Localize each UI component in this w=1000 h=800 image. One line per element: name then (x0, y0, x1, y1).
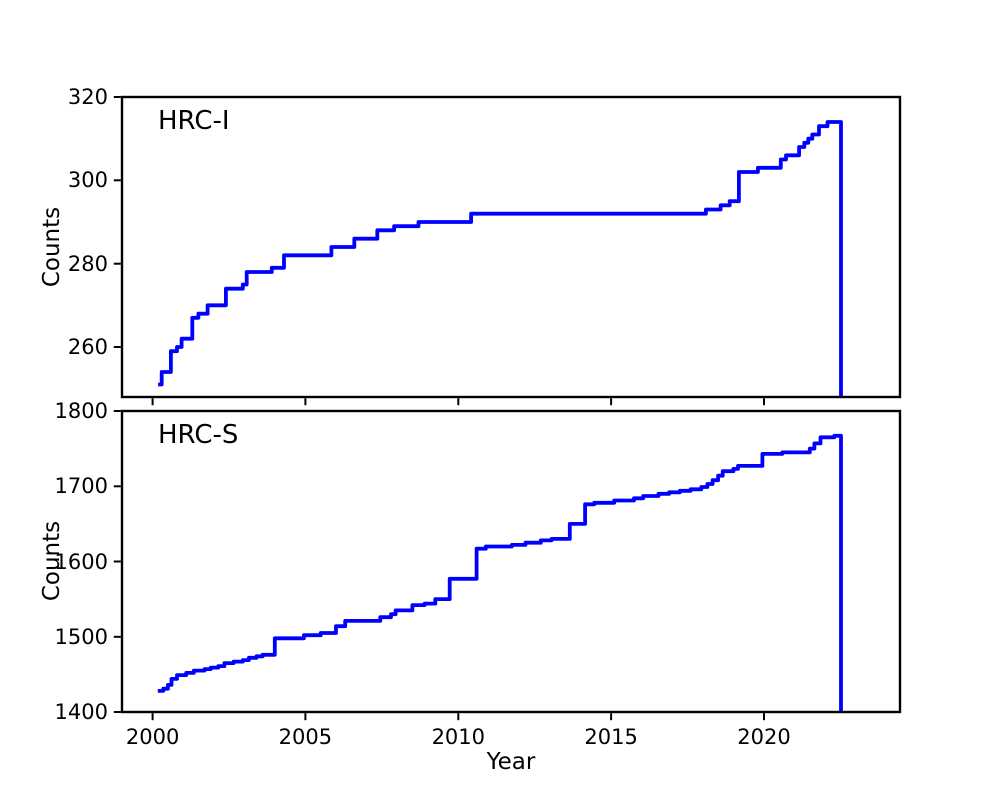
x-tick-label: 2010 (431, 725, 486, 749)
x-tick-label: 2020 (737, 725, 791, 749)
y-tick-label: 1400 (54, 700, 108, 724)
series-line-hrc-s (157, 433, 843, 712)
y-tick-label: 320 (67, 85, 108, 109)
y-tick-label: 300 (67, 168, 108, 193)
axes-frame-top (120, 95, 902, 399)
y-tick-label: 1600 (54, 549, 108, 574)
y-tick-label: 1700 (54, 474, 108, 499)
x-tick-label: 2000 (125, 725, 180, 749)
axes-frame-bottom (120, 409, 902, 714)
x-axis-title: Year (486, 749, 536, 775)
series-line-hrc-i (158, 120, 843, 397)
panel-label-hrc-i: HRC-I (158, 106, 230, 136)
x-tick-label: 2015 (584, 725, 638, 749)
panel-label-hrc-s: HRC-S (158, 420, 239, 450)
y-tick-label: 280 (67, 251, 108, 276)
x-tick-label: 2005 (278, 725, 333, 749)
y-tick-label: 1500 (54, 624, 108, 649)
y-tick-label: 1800 (54, 399, 108, 423)
y-tick-label: 260 (67, 335, 108, 359)
